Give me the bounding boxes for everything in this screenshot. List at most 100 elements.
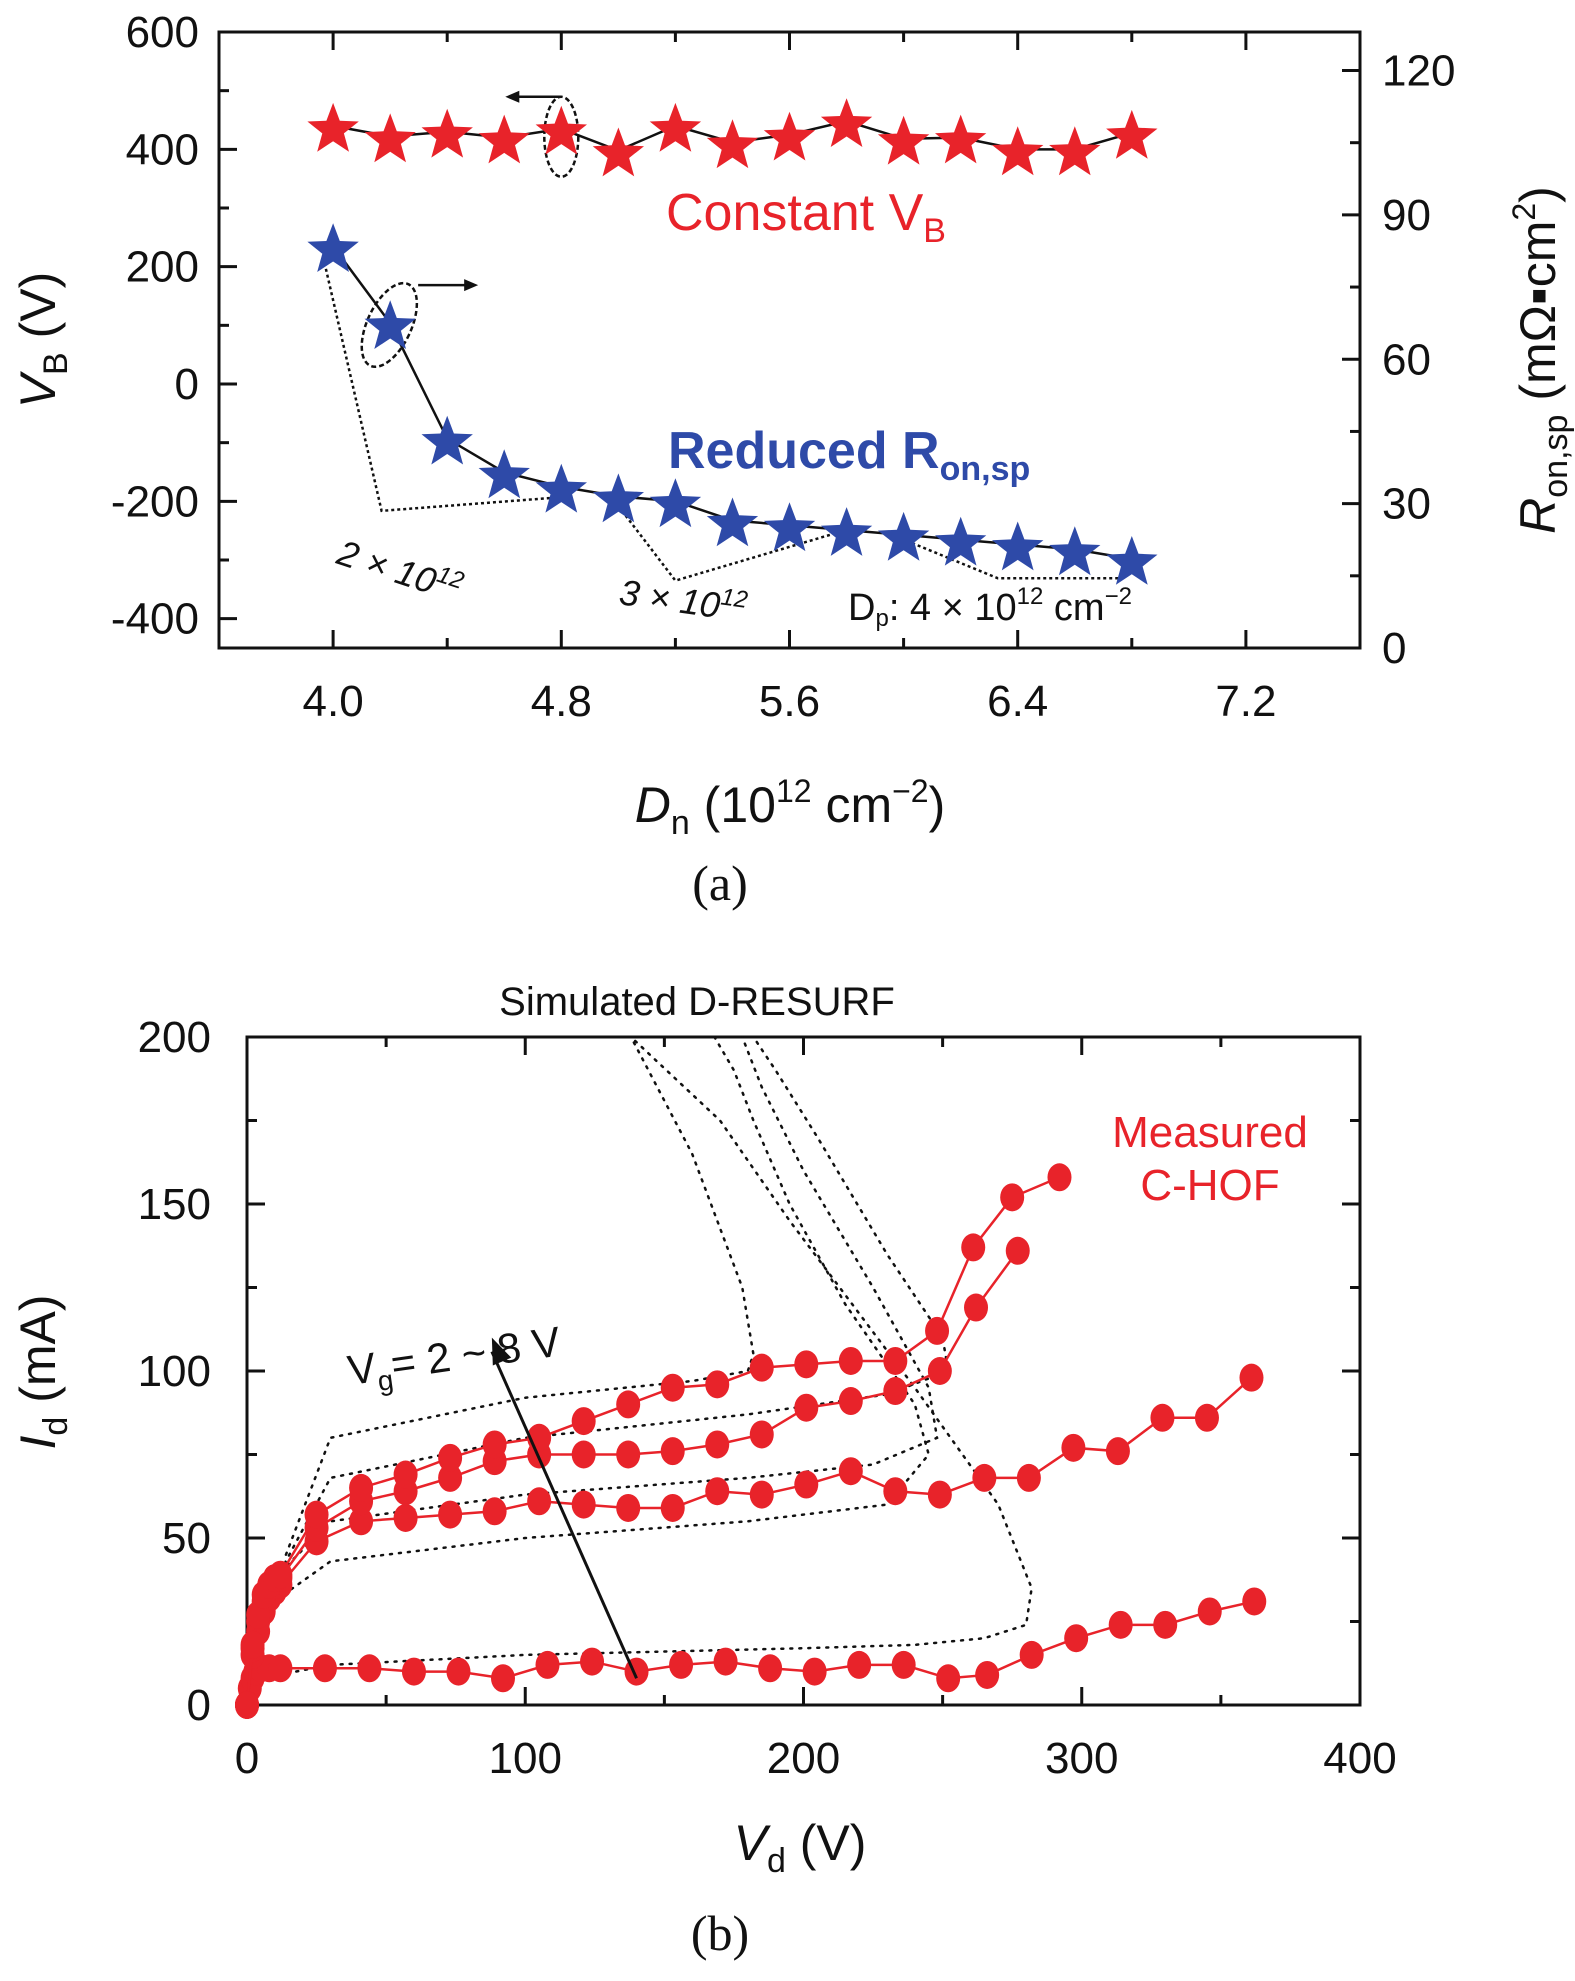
y-axis-label-right-a: Ron,sp (mΩ▪cm2) xyxy=(1506,186,1575,534)
simulated-curve-5 xyxy=(284,1035,755,1556)
y-tick-label-right-a: 60 xyxy=(1382,335,1431,384)
chart-title-b: Simulated D-RESURF xyxy=(499,980,895,1024)
caption-b: (b) xyxy=(691,1905,749,1961)
label-chof: C-HOF xyxy=(1140,1161,1279,1210)
star-marker-red xyxy=(1049,126,1101,176)
measured-point xyxy=(758,1654,783,1683)
measured-point xyxy=(838,1457,863,1486)
measured-point xyxy=(660,1373,685,1402)
panel-a: 4.0 4.8 5.6 6.4 7.26004002000-200-4001209060… xyxy=(10,8,1575,911)
measured-point xyxy=(927,1357,952,1385)
simulated-curve-2 xyxy=(268,1035,931,1607)
measured-point xyxy=(616,1390,641,1419)
measured-point xyxy=(669,1650,694,1679)
measured-point xyxy=(1239,1363,1264,1392)
vg-arrow-line xyxy=(490,1350,638,1679)
measured-point xyxy=(705,1477,730,1506)
star-marker-blue xyxy=(877,511,930,561)
star-marker-blue xyxy=(935,516,987,566)
measured-point xyxy=(240,1630,265,1659)
y-tick-label-b: 50 xyxy=(162,1514,211,1563)
measured-point xyxy=(393,1503,418,1532)
star-marker-blue xyxy=(592,473,644,523)
star-marker-red xyxy=(421,108,473,158)
measured-point xyxy=(349,1473,374,1502)
measured-point xyxy=(1000,1183,1025,1212)
label-dp-2e12: 2 × 1012 xyxy=(332,529,468,610)
star-marker-red xyxy=(364,113,416,163)
y-tick-label-left-a: 200 xyxy=(126,243,199,292)
measured-point xyxy=(794,1350,819,1379)
measured-point xyxy=(349,1507,374,1536)
x-tick-label-a: 4.0 xyxy=(303,677,364,726)
axes-ticks-a: 4.0 4.8 5.6 6.4 7.26004002000-200-4001209060… xyxy=(111,8,1456,726)
measured-point xyxy=(802,1657,827,1686)
measured-point xyxy=(527,1487,552,1516)
measured-point xyxy=(312,1654,337,1683)
measured-point xyxy=(1064,1624,1089,1653)
measured-point xyxy=(1019,1640,1044,1669)
measured-point xyxy=(401,1657,426,1686)
y-tick-label-right-a: 30 xyxy=(1382,480,1431,529)
measured-point xyxy=(847,1650,872,1679)
y-tick-label-left-a: -200 xyxy=(111,477,199,526)
y-tick-label-right-a: 0 xyxy=(1382,624,1406,673)
star-marker-red xyxy=(706,119,759,169)
x-tick-label-a: 7.2 xyxy=(1215,677,1276,726)
y-tick-label-left-a: 600 xyxy=(126,8,199,57)
x-tick-label-b: 300 xyxy=(1045,1734,1118,1783)
dp-boundary-2e12 xyxy=(323,262,553,513)
measured-point xyxy=(616,1440,641,1469)
measured-point xyxy=(838,1346,863,1375)
measured-point xyxy=(794,1393,819,1422)
measured-point xyxy=(891,1650,916,1679)
x-tick-label-a: 6.4 xyxy=(987,677,1048,726)
label-dp-3e12: 3 × 1012 xyxy=(617,569,750,629)
measured-point xyxy=(713,1647,738,1676)
star-marker-blue xyxy=(763,502,816,552)
y-tick-label-right-a: 120 xyxy=(1382,47,1455,96)
measured-point xyxy=(883,1377,908,1406)
x-tick-label-b: 0 xyxy=(235,1734,259,1783)
dp-boundary-3e12 xyxy=(617,505,839,583)
measured-point xyxy=(1197,1597,1222,1626)
star-marker-red xyxy=(478,114,530,164)
star-marker-red xyxy=(935,114,987,164)
x-axis-label-a: Dn (1012 cm−2) xyxy=(635,773,945,842)
y-tick-label-b: 150 xyxy=(138,1180,211,1229)
measured-point xyxy=(268,1654,293,1683)
measured-point xyxy=(580,1647,605,1676)
measured-point xyxy=(705,1370,730,1399)
vg-arrow xyxy=(490,1337,638,1679)
star-marker-blue xyxy=(649,478,702,528)
y-axis-label-b: Id (mA) xyxy=(10,1294,75,1449)
x-tick-label-b: 100 xyxy=(489,1734,562,1783)
measured-point xyxy=(961,1233,986,1262)
measured-point xyxy=(1047,1163,1072,1192)
star-marker-blue xyxy=(421,415,473,465)
y-axis-label-left-a: VB (V) xyxy=(10,272,75,409)
measured-point xyxy=(1153,1610,1178,1639)
measured-point xyxy=(1194,1403,1219,1432)
measured-point xyxy=(616,1493,641,1522)
measured-point xyxy=(883,1477,908,1506)
label-vg: Vg= 2 ~ 8 V xyxy=(345,1318,564,1401)
measured-point xyxy=(660,1493,685,1522)
measured-point xyxy=(705,1430,730,1459)
y-tick-label-b: 0 xyxy=(187,1681,211,1730)
arrow-left-icon xyxy=(505,90,520,103)
measured-point xyxy=(838,1387,863,1416)
measured-point xyxy=(571,1407,596,1436)
arrow-right-icon xyxy=(464,279,479,292)
star-marker-blue xyxy=(535,463,587,513)
simulated-curve-3 xyxy=(273,1035,939,1580)
star-marker-red xyxy=(992,126,1044,176)
label-reduced-ron: Reduced Ron,sp xyxy=(668,422,1030,488)
caption-a: (a) xyxy=(692,855,748,911)
measured-line-1 xyxy=(245,1600,1255,1706)
measured-point xyxy=(794,1470,819,1499)
measured-point xyxy=(571,1490,596,1519)
simulated-curve-4 xyxy=(279,1035,950,1573)
measured-point xyxy=(749,1353,774,1382)
